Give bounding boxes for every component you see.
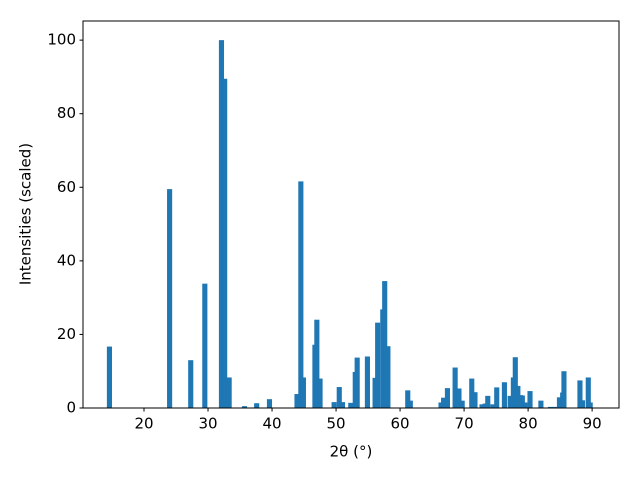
plot-frame bbox=[82, 20, 620, 409]
bar bbox=[336, 387, 342, 408]
bar bbox=[300, 377, 306, 408]
y-axis-label: Intensities (scaled) bbox=[17, 143, 35, 285]
y-tick-label: 100 bbox=[47, 31, 76, 49]
bar bbox=[472, 392, 478, 408]
bar bbox=[298, 181, 304, 408]
x-tick-label: 30 bbox=[198, 415, 217, 433]
y-tick-label: 40 bbox=[57, 251, 76, 269]
bar bbox=[444, 388, 450, 408]
bar bbox=[188, 360, 194, 408]
bar bbox=[331, 402, 337, 408]
bar bbox=[354, 357, 360, 408]
bar bbox=[314, 319, 320, 408]
bar bbox=[459, 400, 465, 408]
bar bbox=[519, 395, 525, 408]
bar bbox=[222, 78, 228, 408]
x-tick-label: 80 bbox=[519, 415, 538, 433]
bar bbox=[547, 406, 554, 408]
x-axis-label: 2θ (°) bbox=[330, 443, 373, 461]
bar bbox=[385, 346, 391, 408]
bar bbox=[441, 397, 447, 408]
x-tick-label: 40 bbox=[262, 415, 281, 433]
bar bbox=[501, 382, 507, 408]
x-tick-label: 70 bbox=[455, 415, 474, 433]
bar bbox=[348, 402, 354, 408]
x-tick-label: 50 bbox=[327, 415, 346, 433]
bar bbox=[226, 377, 232, 408]
x-tick-label: 90 bbox=[583, 415, 602, 433]
bar bbox=[456, 388, 462, 408]
bar bbox=[452, 367, 458, 408]
bar bbox=[585, 377, 591, 408]
bar bbox=[556, 397, 563, 408]
bar bbox=[587, 402, 593, 408]
bar bbox=[202, 283, 208, 408]
y-tick-label: 80 bbox=[57, 104, 76, 122]
bar bbox=[512, 357, 518, 408]
x-tick-label: 20 bbox=[134, 415, 153, 433]
bar bbox=[375, 322, 381, 408]
bar bbox=[382, 281, 388, 408]
y-tick-label: 20 bbox=[57, 325, 76, 343]
bar bbox=[294, 394, 300, 408]
bar bbox=[561, 371, 567, 408]
bar bbox=[405, 390, 411, 408]
bar bbox=[266, 399, 273, 408]
bar bbox=[579, 400, 586, 408]
bar bbox=[522, 402, 528, 408]
bar bbox=[218, 40, 225, 409]
bar bbox=[254, 403, 260, 408]
bar bbox=[552, 406, 558, 408]
bar bbox=[527, 391, 533, 408]
y-tick-label: 60 bbox=[57, 178, 76, 196]
y-tick-label: 0 bbox=[66, 399, 76, 417]
bar bbox=[479, 404, 485, 408]
bar bbox=[364, 356, 370, 408]
bar bbox=[469, 378, 475, 408]
bar bbox=[485, 395, 491, 408]
bar bbox=[407, 400, 413, 408]
bar bbox=[507, 395, 513, 408]
bar bbox=[106, 346, 112, 408]
bar bbox=[494, 387, 500, 408]
x-tick-label: 60 bbox=[391, 415, 410, 433]
bar bbox=[317, 378, 323, 408]
bar bbox=[538, 400, 544, 408]
bar bbox=[339, 402, 346, 408]
bar bbox=[241, 406, 248, 408]
bar bbox=[490, 404, 496, 408]
bar bbox=[167, 189, 173, 408]
bar bbox=[577, 380, 583, 408]
